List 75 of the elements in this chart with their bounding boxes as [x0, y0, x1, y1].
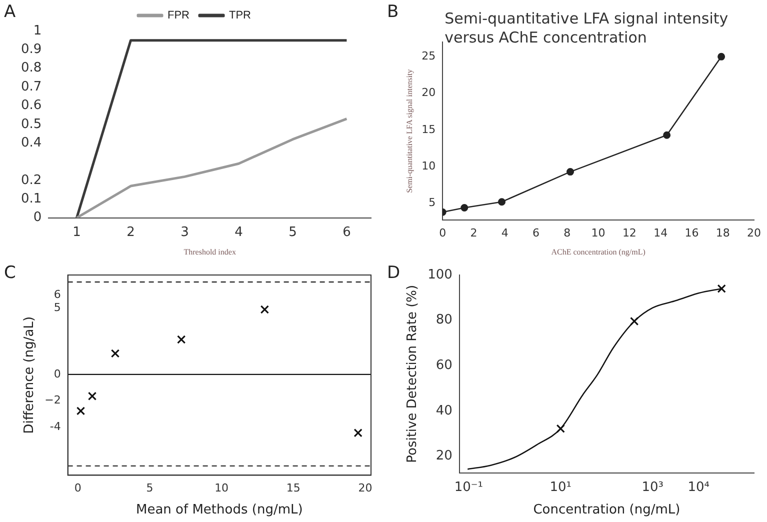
- y-tick-label: 0.6: [20, 98, 42, 114]
- x-tick-label: 5: [146, 482, 154, 495]
- point: [460, 204, 468, 212]
- x-tick-label: 3: [180, 224, 189, 240]
- x-tick-label: 10³: [642, 480, 664, 495]
- chart-title: Semi-quantitative LFA signal intensity versus AChE concentration: [444, 9, 728, 46]
- y-tick-label: 60: [436, 358, 452, 374]
- text: D: [387, 262, 400, 283]
- point: [718, 52, 726, 60]
- x-tick-label: 10⁴: [688, 480, 710, 495]
- y-tick-label: 0.2: [20, 172, 42, 188]
- x-tick-label: 10⁻¹: [454, 480, 483, 495]
- x-tick-label: 16: [684, 226, 699, 240]
- x-axis-title: AChE concentration (ng/mL): [551, 247, 646, 256]
- y-tick-label: 40: [436, 403, 452, 418]
- y-tick-label: −2: [44, 394, 61, 407]
- x-tick-label: 20: [358, 482, 372, 495]
- x-tick-label: 6: [532, 226, 540, 240]
- x-tick-label: 4: [234, 224, 243, 240]
- x-tick-label: 20: [747, 226, 761, 240]
- x-tick-label: 2: [126, 224, 135, 240]
- y-tick-label: 25: [422, 50, 436, 63]
- point: [566, 168, 574, 176]
- x-tick-label: 0: [74, 482, 82, 495]
- y-tick-label: 0.5: [20, 116, 42, 132]
- y-tick-label: 15: [422, 122, 436, 136]
- y-tick-label: 10: [422, 160, 436, 173]
- y-tick-label: 0.7: [20, 79, 42, 94]
- y-tick-label: 100: [428, 267, 452, 282]
- point: [176, 335, 186, 344]
- point: [88, 392, 97, 400]
- x-tick-label: 18: [716, 226, 730, 240]
- y-tick-label: 0: [54, 367, 61, 380]
- point: [76, 406, 86, 416]
- y-axis-title: Semi-quantitative LFA signal intensity: [404, 69, 414, 193]
- x-axis-title: Concentration (ng/mL): [533, 502, 680, 518]
- x-tick-label: 4: [501, 226, 508, 240]
- text: C: [4, 262, 16, 283]
- y-tick-label: 80: [436, 312, 452, 328]
- x-tick-label: 12: [622, 226, 636, 240]
- text: B: [387, 2, 399, 22]
- y-axis-title: Difference (ng/aL): [22, 316, 38, 434]
- y-tick-label: 1: [33, 23, 42, 38]
- point: [354, 428, 362, 438]
- x-tick-label: 6: [342, 224, 351, 240]
- point: [110, 349, 120, 358]
- x-tick-label: 5: [288, 224, 297, 240]
- y-tick-label: 0.9: [20, 42, 42, 58]
- legend-label: TPR: [229, 10, 252, 22]
- point: [498, 198, 506, 206]
- y-tick-label: 0: [33, 210, 42, 226]
- y-tick-label: 20: [422, 86, 436, 100]
- y-tick-label: 0.8: [20, 60, 42, 76]
- x-tick-label: 8: [564, 226, 571, 240]
- y-tick-label: 6: [54, 288, 61, 301]
- x-axis-title: Mean of Methods (ng/mL): [136, 502, 303, 518]
- x-axis-title: Threshold index: [184, 247, 236, 256]
- y-tick-label: 5: [428, 196, 436, 210]
- x-tick-label: 10: [591, 226, 606, 240]
- y-tick-label: 5: [54, 301, 61, 314]
- x-tick-label: 10: [214, 482, 229, 495]
- text: A: [4, 2, 16, 22]
- x-tick-label: 10¹: [550, 480, 572, 495]
- x-tick-label: 14: [654, 226, 668, 240]
- y-tick-label: 20: [436, 448, 452, 464]
- point: [663, 131, 671, 139]
- y-tick-label: 0.1: [20, 191, 42, 206]
- legend-label: FPR: [168, 10, 190, 22]
- point: [260, 305, 270, 314]
- y-tick-label: 0.4: [20, 135, 42, 150]
- x-tick-label: 2: [470, 226, 478, 240]
- y-axis-title: Positive Detection Rate (%): [405, 284, 420, 463]
- x-tick-label: 15: [286, 482, 300, 495]
- y-tick-label: -4: [50, 420, 61, 434]
- x-tick-label: 1: [72, 224, 81, 240]
